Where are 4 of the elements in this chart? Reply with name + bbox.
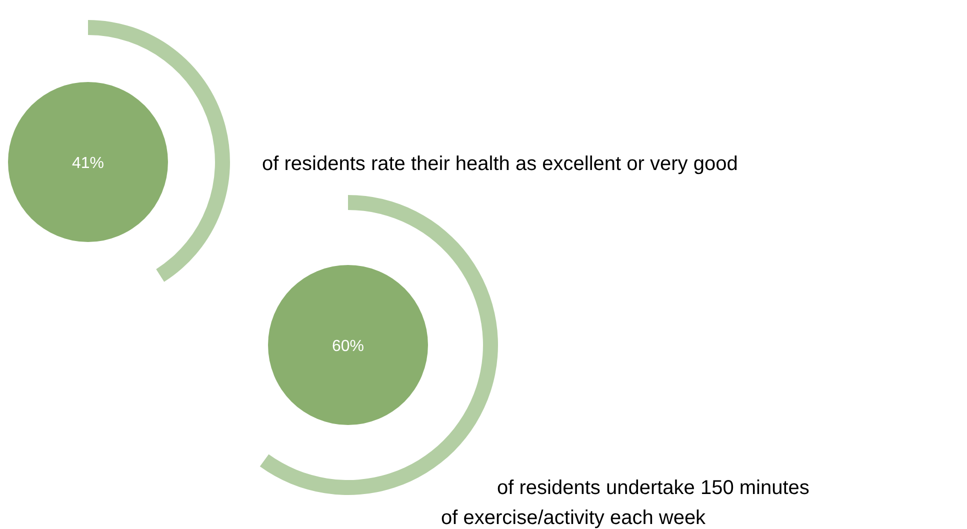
text: of residents undertake 150 minutes of exercise/activity each week xyxy=(441,477,810,529)
text: 60% xyxy=(332,338,364,355)
text: of residents rate their health as excellent or very good xyxy=(262,153,738,175)
text: 41% xyxy=(72,155,104,172)
